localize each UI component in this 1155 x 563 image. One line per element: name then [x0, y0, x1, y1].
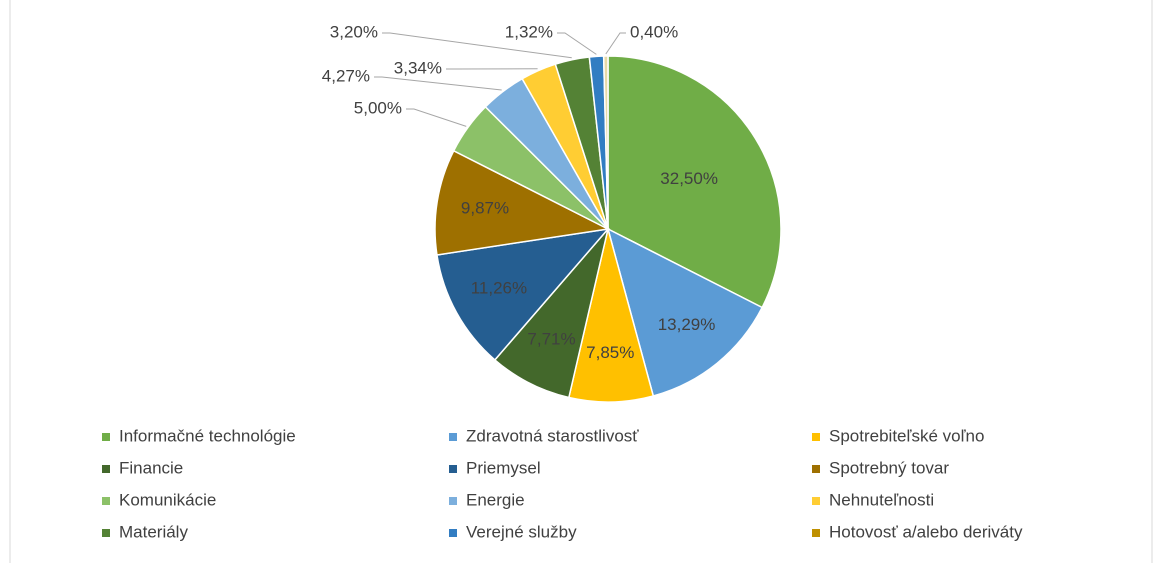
legend-label: Hotovosť a/alebo deriváty — [829, 522, 1023, 541]
legend-label: Spotrebiteľské voľno — [829, 426, 984, 445]
leader-line — [406, 108, 467, 127]
data-label: 5,00% — [354, 98, 402, 117]
legend-swatch — [449, 497, 457, 505]
data-label: 1,32% — [505, 22, 553, 41]
data-label: 32,50% — [660, 169, 718, 188]
legend-swatch — [102, 529, 110, 537]
leader-line — [557, 32, 597, 55]
legend-swatch — [449, 529, 457, 537]
legend-label: Nehnuteľnosti — [829, 490, 934, 509]
legend-label: Informačné technológie — [119, 426, 296, 445]
leader-line — [605, 32, 626, 55]
legend-swatch — [812, 433, 820, 441]
legend-label: Energie — [466, 490, 525, 509]
legend-swatch — [449, 465, 457, 473]
data-label: 7,85% — [586, 343, 634, 362]
legend-swatch — [812, 497, 820, 505]
legend-label: Priemysel — [466, 458, 541, 477]
legend-label: Zdravotná starostlivosť — [466, 426, 639, 445]
pie-slice — [434, 149, 611, 256]
pie-slice — [607, 55, 782, 309]
legend-label: Spotrebný tovar — [829, 458, 949, 477]
legend-label: Komunikácie — [119, 490, 216, 509]
legend-swatch — [102, 465, 110, 473]
pie-slice — [606, 227, 764, 397]
data-label: 13,29% — [658, 315, 716, 334]
data-label: 3,34% — [394, 58, 442, 77]
leader-line — [374, 76, 502, 91]
legend-swatch — [449, 433, 457, 441]
legend-label: Financie — [119, 458, 183, 477]
legend-label: Materiály — [119, 522, 188, 541]
legend-swatch — [812, 465, 820, 473]
data-label: 7,71% — [527, 330, 575, 349]
legend-swatch — [102, 497, 110, 505]
data-label: 9,87% — [461, 199, 509, 218]
pie-slice — [602, 55, 609, 230]
pie-slice — [436, 227, 610, 361]
legend-label: Verejné služby — [466, 522, 577, 541]
legend-swatch — [102, 433, 110, 441]
data-label: 0,40% — [630, 22, 678, 41]
leader-line — [382, 32, 572, 59]
data-label: 11,26% — [471, 279, 527, 298]
data-label: 4,27% — [322, 66, 370, 85]
data-label: 3,20% — [330, 22, 378, 41]
legend-swatch — [812, 529, 820, 537]
